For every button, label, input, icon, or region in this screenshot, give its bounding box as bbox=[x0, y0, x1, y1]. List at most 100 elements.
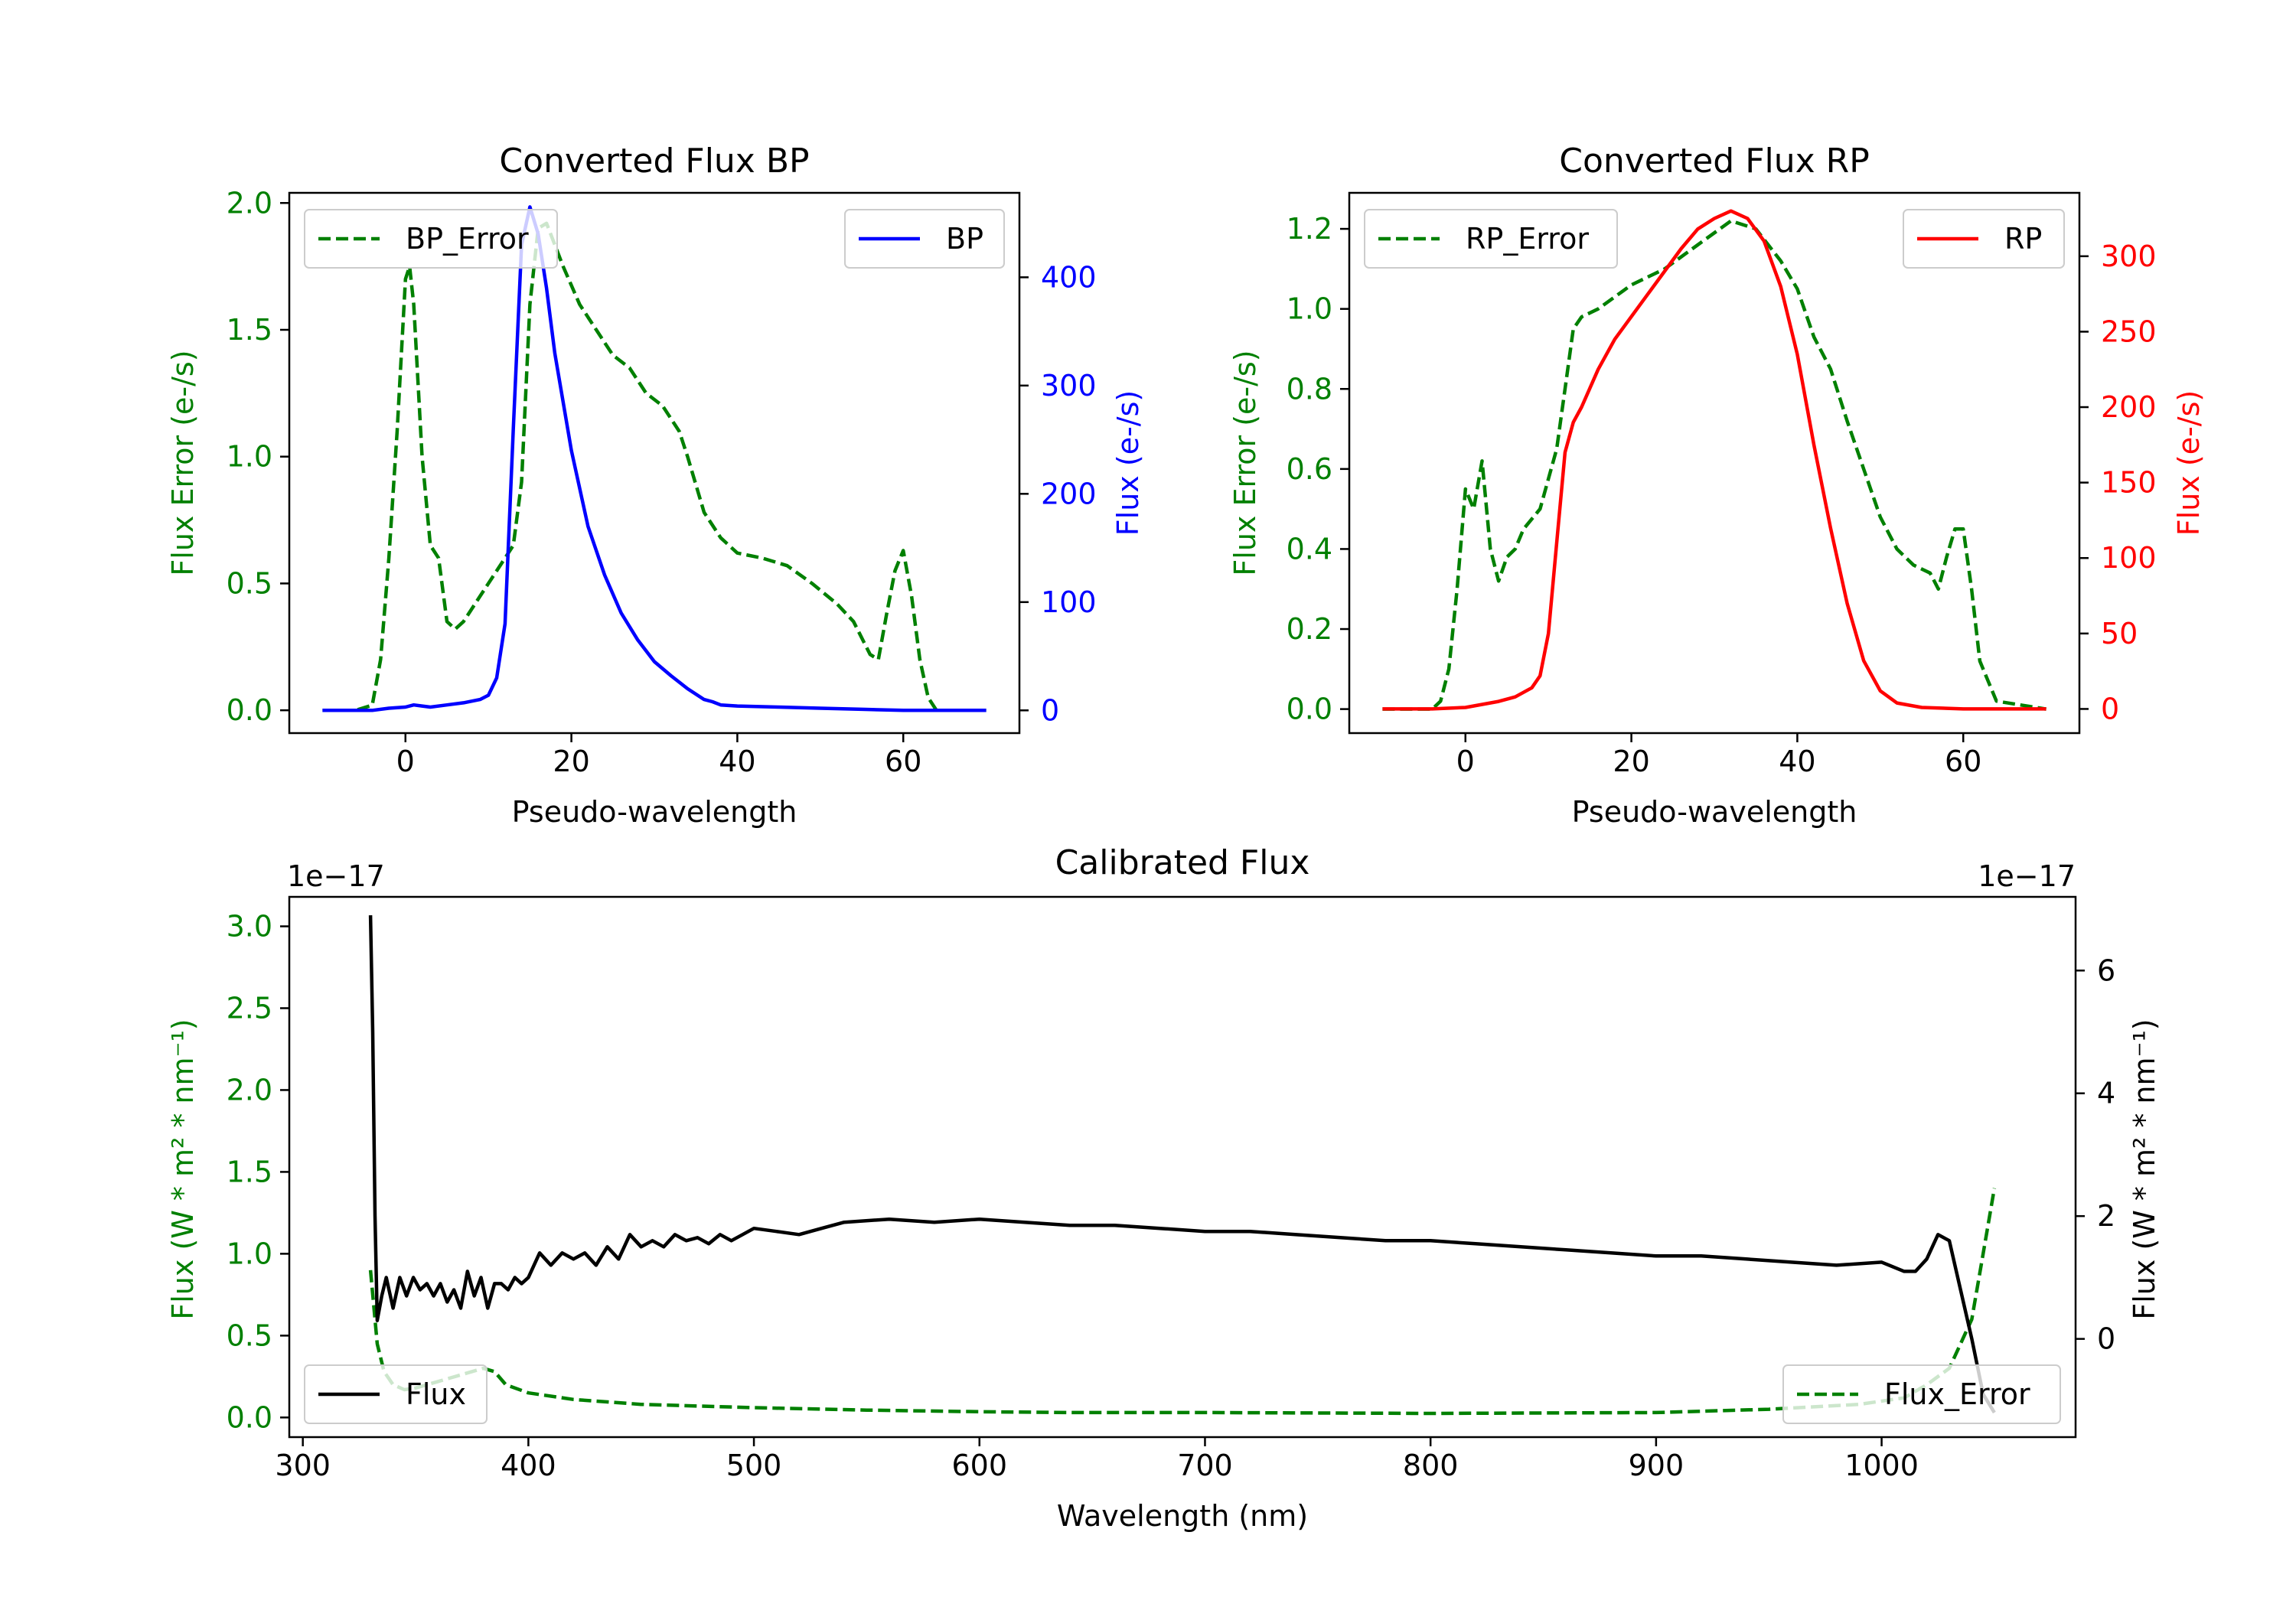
calibrated-x-tick-label: 1000 bbox=[1844, 1449, 1919, 1482]
bp-axes-frame bbox=[288, 191, 1021, 735]
rp-axes-frame bbox=[1348, 191, 2081, 735]
bp-left-axis-label: Flux Error (e-/s) bbox=[166, 350, 200, 575]
rp-legend-rp-error: RP_Error bbox=[1364, 209, 1618, 269]
calibrated-x-tick-label: 500 bbox=[726, 1449, 782, 1482]
rp-right-tick-label: 300 bbox=[2101, 240, 2157, 273]
bp-left-tick-label: 2.0 bbox=[227, 186, 272, 220]
rp-panel: Converted Flux RP 0 20 40 60 0.0 0.2 0.4 0.6 0.8… bbox=[1228, 142, 2206, 829]
rp-right-tick-label: 50 bbox=[2101, 617, 2138, 650]
rp-plot-area bbox=[1348, 191, 2081, 735]
rp-left-tick-label: 1.2 bbox=[1287, 212, 1332, 246]
rp-left-tick-label: 1.0 bbox=[1287, 292, 1332, 326]
bp-legend-label: BP bbox=[946, 222, 983, 256]
calibrated-series-flux bbox=[368, 915, 1996, 1414]
bp-legend-box bbox=[844, 209, 1005, 269]
calibrated-x-axis-label: Wavelength (nm) bbox=[1057, 1499, 1308, 1533]
calibrated-left-tick-label: 2.0 bbox=[227, 1073, 272, 1107]
bp-right-tick-label: 400 bbox=[1041, 260, 1097, 294]
rp-left-tick-label: 0.8 bbox=[1287, 372, 1332, 406]
bp-right-tick-label: 100 bbox=[1041, 585, 1097, 619]
calibrated-x-tick-label: 900 bbox=[1629, 1449, 1684, 1482]
rp-x-axis-label: Pseudo-wavelength bbox=[1572, 795, 1857, 829]
rp-right-tick-label: 200 bbox=[2101, 390, 2157, 424]
bp-legends: BP_Error BP bbox=[304, 209, 1005, 269]
bp-left-tick-label: 1.0 bbox=[227, 440, 272, 474]
calibrated-left-offset-text: 1e−17 bbox=[287, 859, 385, 893]
rp-x-tick-label: 20 bbox=[1613, 745, 1649, 778]
calibrated-legend-label: Flux bbox=[406, 1377, 466, 1411]
bp-x-tick-label: 0 bbox=[396, 745, 415, 778]
calibrated-left-tick-label: 0.5 bbox=[227, 1319, 272, 1352]
rp-legend-label: RP_Error bbox=[1466, 222, 1589, 256]
bp-right-tick-label: 0 bbox=[1041, 693, 1059, 727]
bp-title: Converted Flux BP bbox=[499, 142, 809, 181]
calibrated-legend-box bbox=[304, 1364, 488, 1424]
rp-legend-box bbox=[1903, 209, 2065, 269]
calibrated-x-tick-label: 800 bbox=[1403, 1449, 1459, 1482]
rp-x-tick-label: 0 bbox=[1456, 745, 1475, 778]
calibrated-left-tick-label: 3.0 bbox=[227, 910, 272, 944]
rp-left-tick-label: 0.6 bbox=[1287, 452, 1332, 486]
calibrated-x-tick-label: 600 bbox=[952, 1449, 1008, 1482]
rp-legend-box bbox=[1364, 209, 1618, 269]
rp-right-tick-label: 150 bbox=[2101, 466, 2157, 500]
calibrated-legend-flux: Flux bbox=[304, 1364, 488, 1424]
rp-legend-label: RP bbox=[2004, 222, 2042, 256]
calibrated-series-group bbox=[368, 915, 1997, 1416]
calibrated-legend-box bbox=[1782, 1364, 2061, 1424]
rp-right-tick-label: 100 bbox=[2101, 541, 2157, 575]
calibrated-legend-label: Flux_Error bbox=[1884, 1377, 2030, 1411]
calibrated-x-tick-label: 700 bbox=[1177, 1449, 1233, 1482]
rp-right-tick-label: 0 bbox=[2101, 692, 2119, 725]
rp-legend-rp: RP bbox=[1903, 209, 2065, 269]
bp-x-tick-label: 40 bbox=[719, 745, 755, 778]
rp-series-group bbox=[1382, 209, 2047, 711]
rp-x-tick-label: 40 bbox=[1779, 745, 1815, 778]
calibrated-legend-flux-error: Flux_Error bbox=[1782, 1364, 2061, 1424]
rp-ticks: 0 20 40 60 0.0 0.2 0.4 0.6 0.8 1.0 1.2 0 50 100 150 200… bbox=[1287, 212, 2157, 778]
bp-x-tick-label: 20 bbox=[553, 745, 589, 778]
calibrated-plot-area bbox=[288, 895, 2077, 1439]
calibrated-title: Calibrated Flux bbox=[1055, 843, 1310, 882]
bp-left-tick-label: 0.5 bbox=[227, 566, 272, 600]
rp-left-axis-label: Flux Error (e-/s) bbox=[1228, 350, 1262, 575]
calibrated-right-axis-label: Flux (W * m² * nm⁻¹) bbox=[2128, 1019, 2161, 1319]
rp-right-axis-label: Flux (e-/s) bbox=[2172, 390, 2206, 536]
bp-legend-bp: BP bbox=[844, 209, 1005, 269]
rp-legends: RP_Error RP bbox=[1364, 209, 2065, 269]
bp-series-bp bbox=[322, 205, 987, 712]
bp-panel: Converted Flux BP 0 20 40 60 0.0 0.5 1.0 1.5 2.0… bbox=[166, 142, 1145, 829]
calibrated-axes-frame bbox=[288, 895, 2077, 1439]
rp-left-tick-label: 0.2 bbox=[1287, 612, 1332, 646]
rp-left-tick-label: 0.4 bbox=[1287, 532, 1332, 566]
bp-x-tick-label: 60 bbox=[885, 745, 921, 778]
calibrated-legends: Flux Flux_Error bbox=[304, 1364, 2061, 1424]
calibrated-right-tick-label: 4 bbox=[2097, 1077, 2115, 1110]
bp-ticks: 0 20 40 60 0.0 0.5 1.0 1.5 2.0 0 100 200 300 400 bbox=[227, 186, 1097, 778]
calibrated-left-tick-label: 1.5 bbox=[227, 1155, 272, 1188]
bp-legend-box bbox=[304, 209, 558, 269]
bp-left-tick-label: 1.5 bbox=[227, 313, 272, 347]
calibrated-right-tick-label: 2 bbox=[2097, 1199, 2115, 1233]
calibrated-left-tick-label: 1.0 bbox=[227, 1237, 272, 1270]
calibrated-left-tick-label: 0.0 bbox=[227, 1400, 272, 1434]
bp-right-axis-label: Flux (e-/s) bbox=[1111, 390, 1145, 536]
bp-left-tick-label: 0.0 bbox=[227, 693, 272, 727]
calibrated-left-axis-label: Flux (W * m² * nm⁻¹) bbox=[166, 1019, 200, 1319]
calibrated-panel: Calibrated Flux 1e−17 1e−17 300 400 500 600… bbox=[166, 843, 2161, 1533]
bp-series-group bbox=[322, 205, 987, 712]
calibrated-right-tick-label: 6 bbox=[2097, 953, 2115, 987]
rp-x-tick-label: 60 bbox=[1945, 745, 1981, 778]
rp-series-rp bbox=[1382, 209, 2047, 711]
bp-right-tick-label: 300 bbox=[1041, 369, 1097, 403]
calibrated-x-tick-label: 400 bbox=[501, 1449, 556, 1482]
calibrated-x-tick-label: 300 bbox=[275, 1449, 331, 1482]
bp-right-tick-label: 200 bbox=[1041, 477, 1097, 510]
calibrated-left-tick-label: 2.5 bbox=[227, 991, 272, 1025]
bp-x-axis-label: Pseudo-wavelength bbox=[512, 795, 797, 829]
bp-legend-label: BP_Error bbox=[406, 222, 529, 256]
rp-left-tick-label: 0.0 bbox=[1287, 693, 1332, 726]
bp-legend-bp-error: BP_Error bbox=[304, 209, 558, 269]
calibrated-ticks: 300 400 500 600 700 800 900 1000 0.0 0.5 1.0 1.5 2.0… bbox=[227, 910, 2116, 1482]
